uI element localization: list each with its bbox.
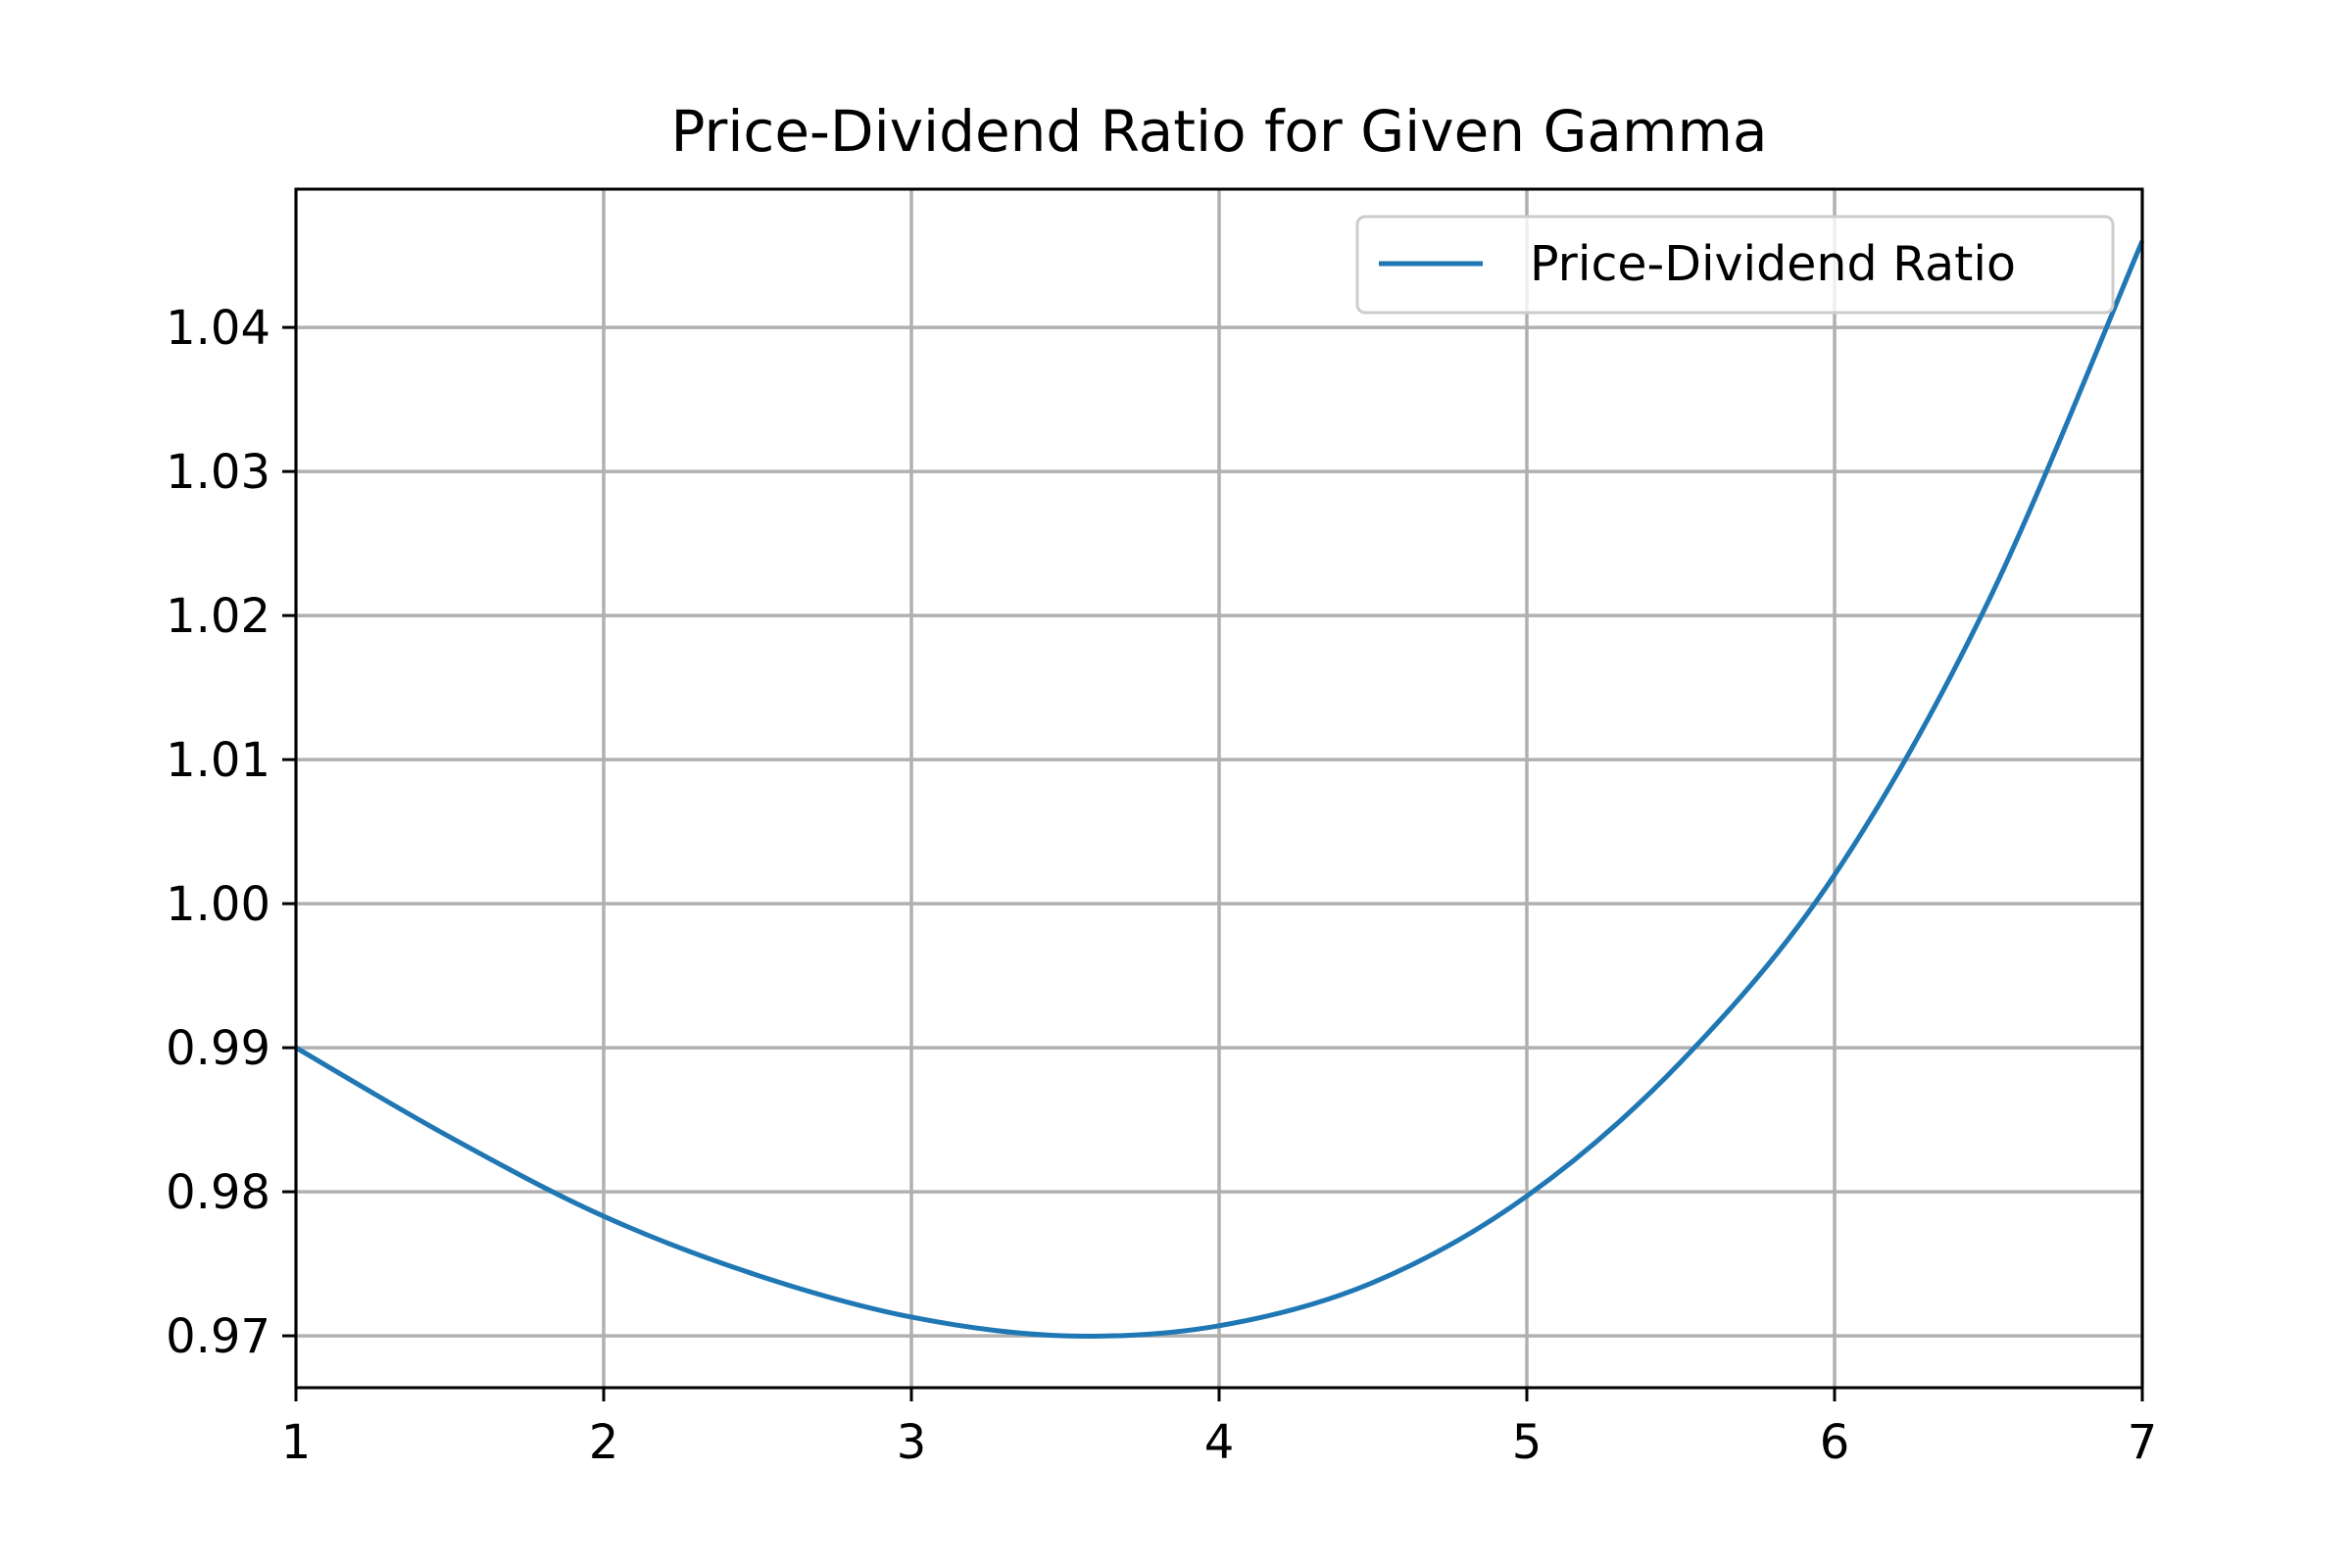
x-tick-label: 2 (589, 1415, 619, 1470)
series-layer (294, 239, 2145, 1339)
x-tick-label: 6 (1820, 1415, 1850, 1470)
series-line-price-dividend-ratio (294, 239, 2145, 1339)
legend: Price-Dividend Ratio (1355, 215, 2115, 315)
x-tick-label: 5 (1512, 1415, 1543, 1470)
y-tick-label: 0.97 (166, 1309, 270, 1364)
y-tick-label: 1.01 (166, 733, 270, 788)
x-tick-label: 4 (1204, 1415, 1235, 1470)
y-tick-label: 1.02 (166, 589, 270, 644)
legend-label: Price-Dividend Ratio (1530, 236, 2016, 292)
grid (294, 189, 2144, 1388)
legend-box (1355, 215, 2115, 315)
chart-title: Price-Dividend Ratio for Given Gamma (671, 98, 1768, 165)
y-tick-label: 0.99 (166, 1021, 270, 1076)
x-tick-label: 7 (2128, 1415, 2158, 1470)
y-tick-label: 1.00 (166, 877, 270, 932)
x-tick-label: 3 (897, 1415, 927, 1470)
y-tick-label: 1.03 (166, 445, 270, 500)
y-tick-label: 0.98 (166, 1165, 270, 1220)
ticks: 1 2 3 4 5 6 7 0.97 0.98 0.99 1.00 1.01 1.02 1.03 1.04 (166, 301, 2157, 1470)
x-tick-label: 1 (281, 1415, 312, 1470)
y-tick-label: 1.04 (166, 301, 270, 356)
